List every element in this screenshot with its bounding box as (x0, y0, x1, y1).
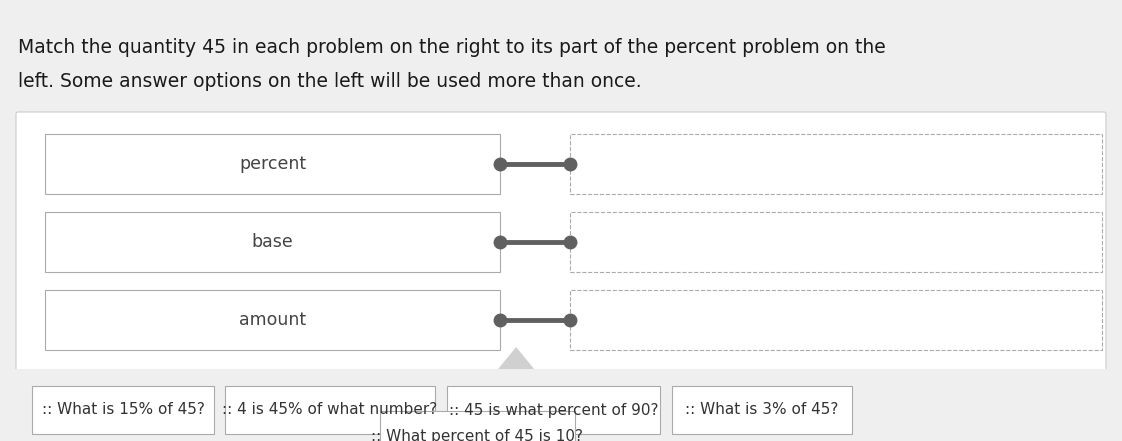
Bar (672, 386, 852, 434)
Text: :: What is 15% of 45?: :: What is 15% of 45? (42, 403, 204, 418)
Bar (45, 134, 500, 194)
Bar (570, 290, 1102, 350)
Bar (0, 369, 1122, 441)
Text: percent: percent (239, 155, 306, 173)
FancyBboxPatch shape (16, 112, 1106, 371)
Text: Match the quantity 45 in each problem on the right to its part of the percent pr: Match the quantity 45 in each problem on… (18, 38, 885, 57)
Bar (447, 386, 660, 434)
Bar (45, 212, 500, 272)
Bar (570, 134, 1102, 194)
Bar (33, 386, 214, 434)
Text: amount: amount (239, 311, 306, 329)
Text: base: base (251, 233, 293, 251)
Bar (226, 386, 435, 434)
Bar (570, 212, 1102, 272)
Text: :: What percent of 45 is 10?: :: What percent of 45 is 10? (371, 429, 583, 441)
Text: :: What is 3% of 45?: :: What is 3% of 45? (686, 403, 838, 418)
Text: left. Some answer options on the left will be used more than once.: left. Some answer options on the left wi… (18, 72, 642, 91)
Polygon shape (498, 347, 534, 369)
Text: :: 4 is 45% of what number?: :: 4 is 45% of what number? (222, 403, 438, 418)
Bar (380, 411, 574, 441)
Bar (45, 290, 500, 350)
Text: :: 45 is what percent of 90?: :: 45 is what percent of 90? (449, 403, 659, 418)
